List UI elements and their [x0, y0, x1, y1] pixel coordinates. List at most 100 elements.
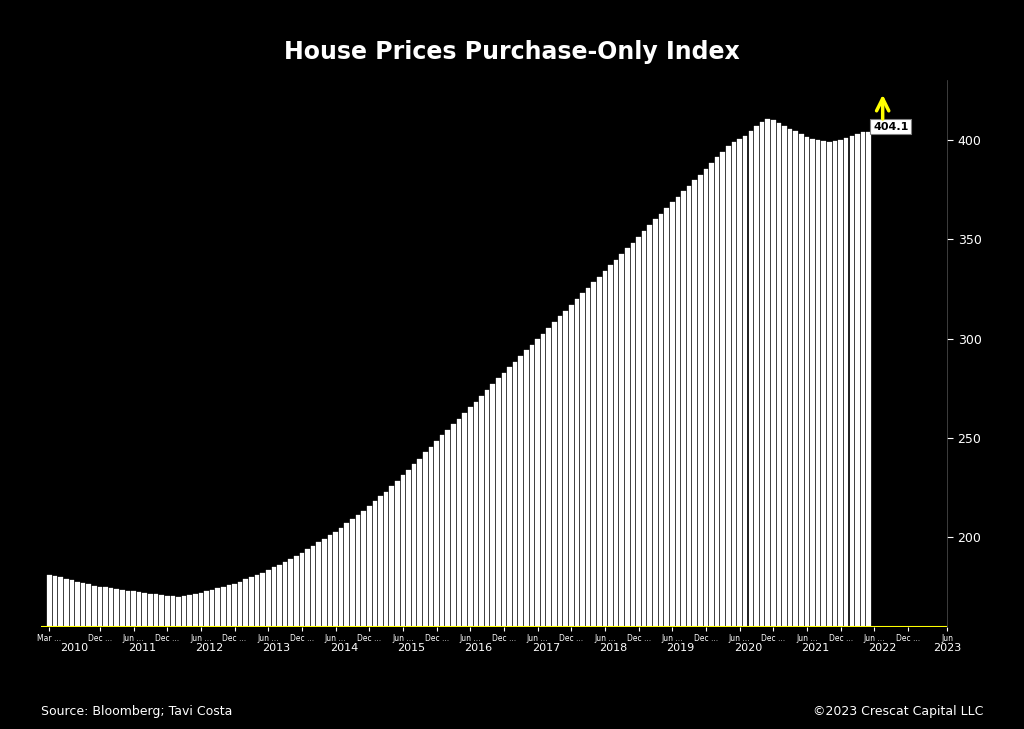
- Text: 2022: 2022: [868, 643, 897, 653]
- Bar: [642, 231, 646, 729]
- Bar: [760, 122, 764, 729]
- Bar: [333, 531, 338, 729]
- Bar: [765, 119, 770, 729]
- Bar: [361, 510, 366, 729]
- Text: 2013: 2013: [262, 643, 291, 653]
- Bar: [92, 585, 96, 729]
- Bar: [445, 429, 451, 729]
- Text: 2021: 2021: [801, 643, 829, 653]
- Bar: [592, 282, 596, 729]
- Bar: [703, 168, 709, 729]
- Bar: [787, 129, 793, 729]
- Bar: [861, 132, 865, 729]
- Bar: [552, 322, 557, 729]
- Bar: [283, 562, 288, 729]
- Bar: [586, 288, 591, 729]
- Bar: [513, 362, 517, 729]
- Bar: [47, 575, 51, 729]
- Bar: [742, 136, 748, 729]
- Bar: [462, 413, 467, 729]
- Bar: [148, 593, 153, 729]
- Bar: [103, 588, 108, 729]
- Bar: [418, 459, 422, 729]
- Text: ©2023 Crescat Capital LLC: ©2023 Crescat Capital LLC: [813, 705, 983, 718]
- Bar: [844, 138, 849, 729]
- Bar: [271, 567, 276, 729]
- Bar: [378, 496, 383, 729]
- Bar: [810, 139, 815, 729]
- Bar: [52, 576, 57, 729]
- Bar: [597, 276, 601, 729]
- Bar: [799, 134, 804, 729]
- Bar: [613, 260, 618, 729]
- Bar: [850, 136, 854, 729]
- Bar: [468, 408, 472, 729]
- Bar: [647, 225, 652, 729]
- Bar: [328, 536, 332, 729]
- Bar: [502, 373, 506, 729]
- Bar: [473, 402, 478, 729]
- Bar: [160, 595, 164, 729]
- Bar: [226, 585, 231, 729]
- Bar: [215, 588, 220, 729]
- Bar: [373, 502, 377, 729]
- Bar: [400, 475, 406, 729]
- Bar: [558, 316, 562, 729]
- Bar: [732, 142, 736, 729]
- Bar: [536, 339, 540, 729]
- Text: 2019: 2019: [667, 643, 694, 653]
- Bar: [137, 592, 141, 729]
- Bar: [782, 126, 786, 729]
- Bar: [407, 470, 411, 729]
- Bar: [737, 139, 741, 729]
- Bar: [479, 396, 483, 729]
- Text: Source: Bloomberg; Tavi Costa: Source: Bloomberg; Tavi Costa: [41, 705, 232, 718]
- Bar: [452, 424, 456, 729]
- Bar: [541, 334, 546, 729]
- Bar: [676, 197, 680, 729]
- Bar: [518, 356, 523, 729]
- Bar: [429, 447, 433, 729]
- Bar: [193, 594, 198, 729]
- Bar: [300, 553, 304, 729]
- Bar: [355, 515, 360, 729]
- Bar: [620, 254, 624, 729]
- Text: 2012: 2012: [196, 643, 223, 653]
- Bar: [715, 157, 720, 729]
- Bar: [681, 191, 686, 729]
- Bar: [602, 270, 607, 729]
- Bar: [171, 596, 175, 729]
- Bar: [58, 577, 62, 729]
- Bar: [710, 163, 714, 729]
- Bar: [687, 186, 691, 729]
- Bar: [547, 328, 551, 729]
- Bar: [833, 141, 838, 729]
- Text: 2010: 2010: [60, 643, 89, 653]
- Bar: [75, 582, 80, 729]
- Bar: [199, 593, 203, 729]
- Bar: [692, 180, 697, 729]
- Text: 2011: 2011: [128, 643, 156, 653]
- Bar: [805, 137, 809, 729]
- Bar: [524, 350, 528, 729]
- Bar: [484, 390, 489, 729]
- Bar: [457, 418, 461, 729]
- Bar: [776, 123, 781, 729]
- Bar: [412, 464, 417, 729]
- Bar: [581, 293, 585, 729]
- Bar: [126, 590, 130, 729]
- Text: 2015: 2015: [397, 643, 425, 653]
- Bar: [726, 147, 731, 729]
- Bar: [210, 590, 214, 729]
- Text: 2020: 2020: [734, 643, 762, 653]
- Bar: [670, 203, 675, 729]
- Bar: [278, 565, 282, 729]
- Text: House Prices Purchase-Only Index: House Prices Purchase-Only Index: [284, 40, 740, 64]
- Bar: [665, 208, 669, 729]
- Text: 404.1: 404.1: [873, 122, 908, 132]
- Bar: [631, 243, 635, 729]
- Bar: [266, 570, 270, 729]
- Bar: [636, 237, 641, 729]
- Bar: [260, 573, 265, 729]
- Bar: [395, 481, 399, 729]
